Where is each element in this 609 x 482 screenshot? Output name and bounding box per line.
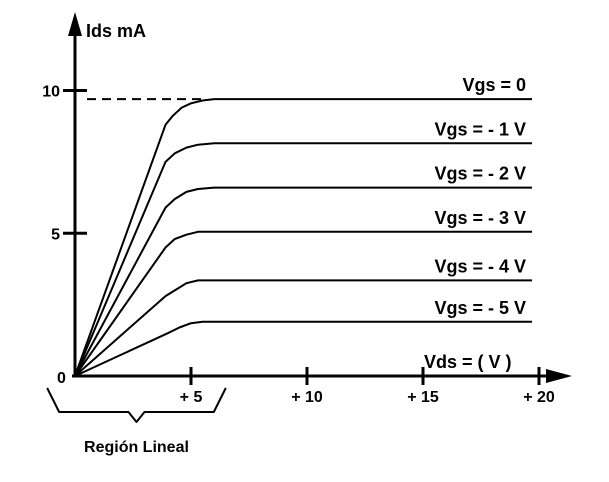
series-label: Vgs = - 1 V [434,119,526,139]
series-line [74,320,532,377]
series-label: Vgs = - 2 V [434,164,526,184]
series-line [74,98,532,377]
linear-region-brace [46,387,227,423]
series-line [74,279,532,377]
series-line [74,142,532,377]
series-curves [74,98,532,377]
y-axis-title: Ids mA [86,21,146,41]
series-label: Vgs = - 3 V [434,208,526,228]
x-tick-label: + 20 [523,389,555,406]
y-tick-label: 10 [42,84,60,101]
series-label: Vgs = - 4 V [434,256,526,276]
axes [68,12,572,383]
series-line [74,186,532,377]
x-tick-label: + 15 [407,389,439,406]
origin-label: 0 [57,370,66,387]
series-label: Vgs = - 5 V [434,298,526,318]
y-tick-label: 5 [51,226,60,243]
x-tick-label: + 10 [291,389,323,406]
ticks: + 5 + 10 + 15 + 20 5 10 [42,84,555,407]
x-tick-label: + 5 [180,389,203,406]
annotation-label: Región Lineal [84,439,189,456]
x-axis-arrow [546,369,572,383]
series-labels: Vgs = 0 Vgs = - 1 V Vgs = - 2 V Vgs = - 3 V… [434,75,526,318]
y-axis-arrow [68,12,82,36]
x-axis-title: Vds = ( V ) [424,352,512,372]
series-label: Vgs = 0 [462,75,526,95]
series-line [74,230,532,377]
annotation: Región Lineal [46,387,227,456]
